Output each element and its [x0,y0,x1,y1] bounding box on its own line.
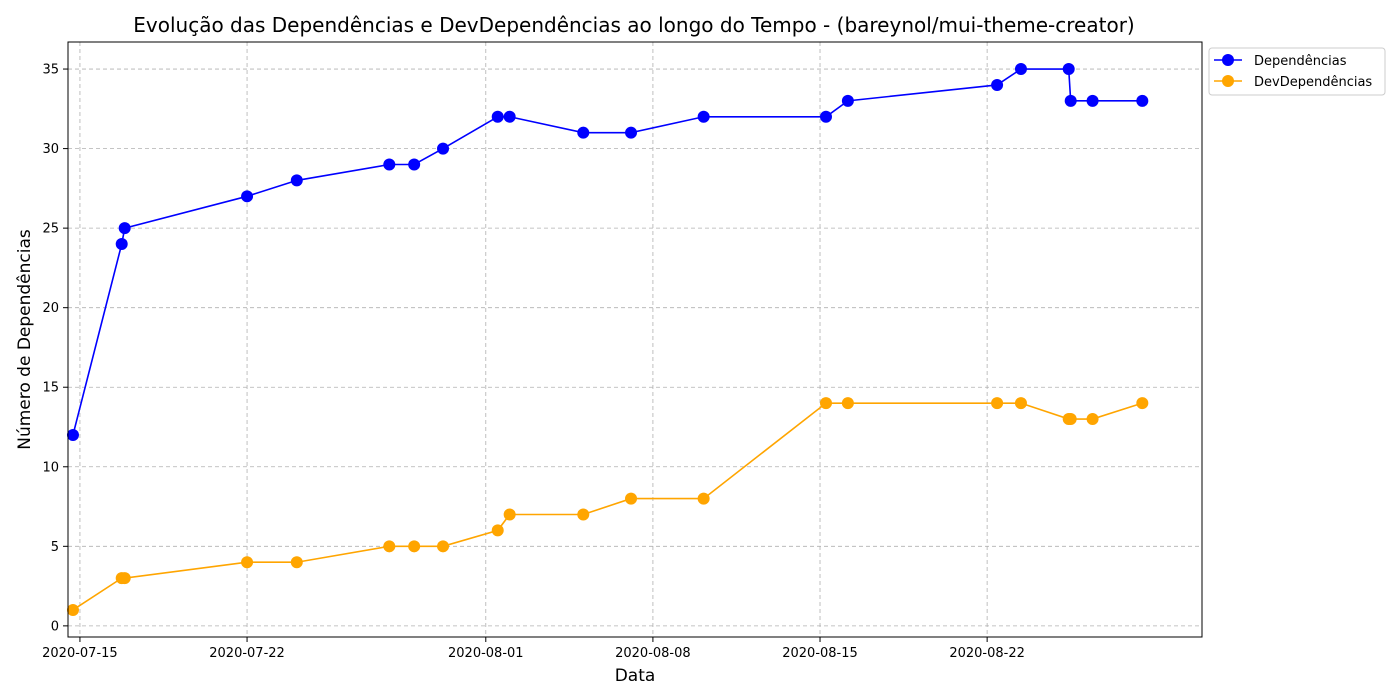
y-tick-label: 5 [51,540,59,555]
data-point [819,110,832,123]
y-axis-label: Número de Dependências [15,229,35,450]
data-point [241,190,254,203]
data-point [841,397,854,410]
data-point [241,556,254,569]
plot-frame [67,41,1203,638]
data-point [290,556,303,569]
data-point [577,508,590,521]
y-tick-label: 0 [51,619,59,634]
data-point [697,110,710,123]
data-point [437,142,450,155]
data-point [1014,63,1027,76]
legend-marker-dependencias [1222,54,1234,66]
data-point [625,126,638,139]
y-tick-label: 35 [42,63,59,78]
data-point [115,238,128,251]
data-point [577,126,590,139]
y-tick-label: 25 [42,222,59,237]
data-point [437,540,450,553]
x-tick-label: 2020-07-15 [42,646,118,661]
data-point [1136,94,1149,107]
data-point [1064,413,1077,426]
series-1 [66,397,1149,616]
data-point [491,524,504,537]
y-tick-label: 20 [42,301,59,316]
legend-label-devdependencias: DevDependências [1254,75,1372,90]
series-0 [66,63,1149,441]
data-point [383,540,396,553]
y-tick-label: 10 [42,460,59,475]
legend-box [1208,47,1386,96]
x-tick-label: 2020-07-22 [209,646,285,661]
data-point [66,603,79,616]
y-tick-label: 15 [42,381,59,396]
data-point [408,158,421,171]
y-tick-label: 30 [42,142,59,157]
data-point [66,428,79,441]
data-point [1136,397,1149,410]
data-point [1064,94,1077,107]
x-tick-label: 2020-08-22 [949,646,1025,661]
x-tick-label: 2020-08-01 [448,646,524,661]
chart-title: Evolução das Dependências e DevDependênc… [133,13,1134,37]
data-point [118,572,131,585]
data-point [841,94,854,107]
series-line [72,68,1143,436]
x-axis-label: Data [615,666,656,686]
legend-label-dependencias: Dependências [1254,54,1347,69]
plot-series [66,63,1149,616]
series-line [72,402,1143,611]
data-point [491,110,504,123]
data-point [1086,413,1099,426]
data-point [991,78,1004,91]
data-point [697,492,710,505]
data-point [503,508,516,521]
legend-marker-devdependencias [1222,75,1234,87]
data-point [819,397,832,410]
data-point [1014,397,1027,410]
data-point [625,492,638,505]
data-point [503,110,516,123]
x-tick-label: 2020-08-08 [615,646,691,661]
data-point [408,540,421,553]
data-point [383,158,396,171]
data-point [118,222,131,235]
legend: Dependências DevDependências [1208,47,1386,96]
x-tick-label: 2020-08-15 [782,646,858,661]
data-point [290,174,303,187]
data-point [1086,94,1099,107]
data-point [1062,63,1075,76]
grid [68,42,1202,637]
data-point [991,397,1004,410]
y-axis-ticks: 0 5 10 15 20 25 30 35 [42,63,68,634]
x-axis-ticks: 2020-07-15 2020-07-22 2020-08-01 2020-08-08… [42,637,1025,661]
